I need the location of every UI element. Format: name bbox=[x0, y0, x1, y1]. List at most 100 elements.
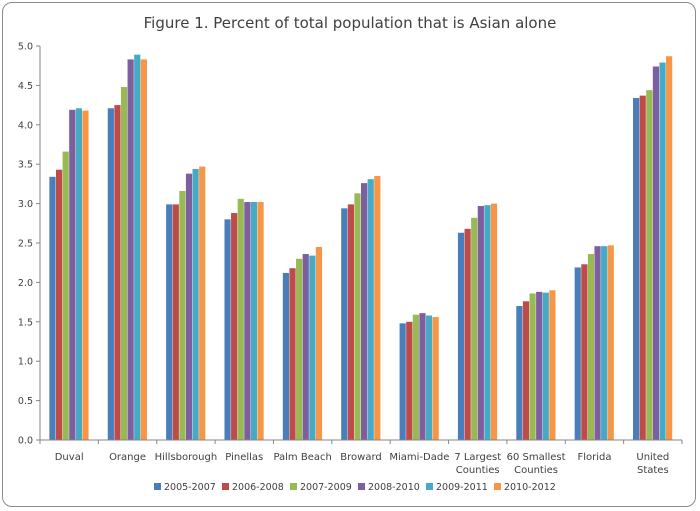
bar bbox=[296, 258, 303, 440]
bar bbox=[542, 292, 549, 440]
bar bbox=[172, 204, 179, 440]
legend-swatch bbox=[426, 483, 433, 490]
bar bbox=[581, 264, 588, 440]
legend-swatch bbox=[494, 483, 501, 490]
series-2008-2010 bbox=[69, 59, 660, 441]
bar bbox=[594, 246, 601, 440]
series-2009-2011 bbox=[75, 54, 666, 441]
category-label: Counties bbox=[456, 465, 500, 476]
bar bbox=[471, 217, 478, 440]
bar bbox=[309, 255, 316, 440]
bar bbox=[587, 254, 595, 440]
bar bbox=[185, 173, 193, 440]
bar bbox=[516, 306, 523, 440]
legend-item: 2009-2011 bbox=[426, 482, 488, 493]
bar bbox=[529, 293, 536, 440]
category-label: Pinellas bbox=[225, 452, 263, 463]
y-tick-label: 4.0 bbox=[18, 120, 33, 131]
y-tick-label: 0.5 bbox=[18, 396, 33, 407]
bar-chart: Figure 1. Percent of total population th… bbox=[18, 14, 683, 493]
series-2010-2012 bbox=[82, 56, 673, 441]
bar bbox=[464, 228, 471, 440]
bar bbox=[522, 301, 530, 440]
bar bbox=[432, 317, 439, 440]
legend-label: 2005-2007 bbox=[164, 482, 216, 493]
legend-item: 2006-2008 bbox=[222, 482, 284, 493]
bar bbox=[282, 272, 290, 440]
y-tick-label: 2.5 bbox=[18, 239, 33, 250]
bar bbox=[224, 219, 231, 440]
category-label: States bbox=[637, 465, 669, 476]
bar bbox=[179, 190, 186, 440]
series-2005-2007 bbox=[49, 98, 640, 441]
bar bbox=[374, 176, 381, 440]
y-tick-label: 2.0 bbox=[18, 278, 33, 289]
bar bbox=[412, 314, 419, 440]
series-2006-2008 bbox=[55, 95, 646, 441]
category-label: Duval bbox=[55, 452, 84, 463]
bar bbox=[289, 268, 296, 440]
bar bbox=[62, 151, 69, 441]
legend-item: 2005-2007 bbox=[154, 482, 216, 493]
category-label: 60 Smallest bbox=[507, 452, 566, 463]
category-label: Orange bbox=[109, 452, 146, 463]
bar bbox=[250, 202, 258, 440]
legend-item: 2008-2010 bbox=[358, 482, 420, 493]
bar bbox=[666, 56, 673, 441]
legend: 2005-2007 2006-2008 2007-2009 2008-2010 2009… bbox=[154, 482, 556, 493]
bar bbox=[192, 168, 199, 441]
bar bbox=[633, 98, 640, 441]
bar bbox=[457, 232, 465, 440]
plot-area: 0.0 0.5 1.0 1.5 2.0 2.5 3.0 3.5 4.0 4.5 5.0 Duval Or… bbox=[18, 42, 683, 476]
bar bbox=[484, 205, 491, 440]
bar bbox=[120, 86, 128, 440]
bar bbox=[315, 246, 323, 440]
y-tick-label: 1.5 bbox=[18, 317, 33, 328]
bar bbox=[354, 193, 361, 440]
bar bbox=[574, 267, 581, 440]
bar bbox=[406, 321, 413, 440]
bar bbox=[639, 95, 646, 441]
category-label: Palm Beach bbox=[273, 452, 331, 463]
legend-swatch bbox=[290, 483, 297, 490]
bar bbox=[361, 183, 368, 440]
bar bbox=[114, 105, 121, 440]
bar bbox=[127, 59, 134, 441]
legend-label: 2007-2009 bbox=[300, 482, 352, 493]
bar bbox=[399, 323, 406, 440]
bar bbox=[107, 108, 114, 440]
bar bbox=[302, 254, 309, 440]
bar bbox=[490, 203, 498, 440]
y-tick-label: 3.0 bbox=[18, 199, 33, 210]
bar bbox=[244, 202, 251, 440]
category-label: United bbox=[636, 452, 669, 463]
bar bbox=[607, 245, 614, 440]
series-2007-2009 bbox=[62, 86, 653, 441]
legend-label: 2006-2008 bbox=[232, 482, 284, 493]
category-label: Florida bbox=[577, 452, 611, 463]
bar bbox=[659, 62, 666, 440]
legend-label: 2009-2011 bbox=[436, 482, 488, 493]
y-tick-label: 4.5 bbox=[18, 81, 33, 92]
legend-label: 2010-2012 bbox=[504, 482, 556, 493]
bar bbox=[82, 110, 89, 440]
category-label: 7 Largest bbox=[454, 452, 501, 463]
legend-label: 2008-2010 bbox=[368, 482, 420, 493]
legend-swatch bbox=[222, 483, 229, 490]
y-tick-label: 0.0 bbox=[18, 436, 33, 447]
bar bbox=[257, 202, 264, 440]
category-label: Hillsborough bbox=[155, 452, 218, 463]
y-tick-label: 5.0 bbox=[18, 42, 33, 53]
bar bbox=[140, 59, 147, 441]
chart-frame: Figure 1. Percent of total population th… bbox=[2, 2, 696, 507]
legend-item: 2007-2009 bbox=[290, 482, 352, 493]
legend-item: 2010-2012 bbox=[494, 482, 556, 493]
category-label: Miami-Dade bbox=[389, 452, 449, 463]
bar bbox=[601, 246, 608, 440]
bar bbox=[199, 166, 206, 440]
bar bbox=[49, 176, 56, 441]
bar bbox=[134, 54, 141, 440]
bar bbox=[477, 205, 484, 440]
bar bbox=[75, 108, 82, 440]
bar bbox=[69, 109, 76, 440]
